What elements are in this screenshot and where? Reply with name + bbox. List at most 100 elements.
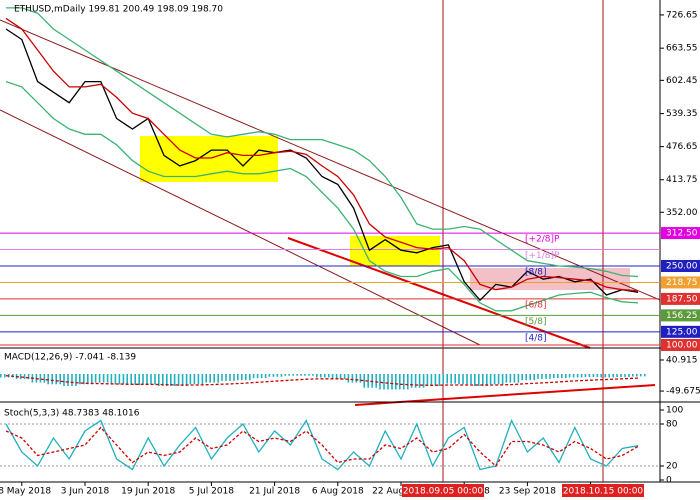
histogram-bar (4, 374, 6, 378)
histogram-bar (442, 374, 444, 384)
histogram-bar (102, 374, 105, 383)
y-tick-label: 602.45 (666, 76, 698, 86)
histogram-bar (466, 374, 468, 385)
level-label: [8/8] (525, 267, 547, 277)
histogram-bar (339, 374, 342, 380)
series-line (5, 28, 639, 302)
histogram-bar (525, 374, 527, 381)
marker-box (402, 484, 484, 497)
histogram-bar (568, 374, 571, 378)
histogram-bar (173, 374, 176, 387)
histogram-bar (229, 374, 231, 381)
histogram-bar (280, 374, 283, 377)
histogram-bar (410, 374, 413, 388)
level-label: [5/8] (525, 317, 547, 327)
series-line (6, 7, 639, 278)
level-value-label: 125.00 (666, 327, 698, 337)
histogram-bar (612, 374, 614, 378)
histogram-bar (158, 374, 160, 387)
histogram-bar (55, 374, 57, 385)
histogram-bar (517, 374, 520, 383)
histogram-bar (39, 374, 42, 383)
histogram-bar (533, 374, 535, 381)
histogram-bar (565, 374, 567, 379)
histogram-bar (43, 374, 46, 383)
histogram-bar (170, 374, 172, 387)
histogram-bar (122, 374, 125, 385)
histogram-bar (150, 374, 152, 385)
histogram-bar (217, 374, 219, 383)
histogram-bar (110, 374, 113, 385)
histogram-bar (351, 374, 354, 383)
histogram-bar (197, 374, 200, 385)
x-tick-label: 6 Aug 2018 (312, 487, 364, 497)
histogram-bar (75, 374, 77, 387)
histogram-bar (426, 374, 429, 387)
histogram-bar (644, 374, 646, 377)
histogram-bar (632, 374, 634, 377)
highlight-zone (470, 268, 630, 290)
histogram-bar (493, 374, 496, 385)
histogram-bar (462, 374, 464, 385)
level-box (661, 259, 700, 272)
histogram-bar (284, 374, 286, 376)
histogram-bar (592, 374, 595, 378)
level-label: [4/8] (525, 333, 547, 343)
histogram-bar (134, 374, 136, 385)
histogram-bar (162, 374, 164, 387)
level-label: [6/8] (525, 300, 547, 310)
level-box (661, 227, 700, 240)
histogram-bar (545, 374, 547, 379)
y-tick-label: 413.75 (666, 175, 698, 185)
histogram-bar (616, 374, 618, 378)
histogram-bar (383, 374, 385, 390)
histogram-bar (67, 374, 69, 387)
histogram-bar (541, 374, 543, 379)
histogram-bar (154, 374, 156, 385)
histogram-bar (19, 374, 22, 380)
y-tick-label: 0 (666, 476, 672, 486)
histogram-bar (241, 374, 243, 381)
level-label: [+1/8]P (525, 251, 560, 261)
histogram-bar (288, 374, 290, 376)
histogram-bar (138, 374, 140, 385)
chart-title: ETHUSD,mDaily 199.81 200.49 198.09 198.7… (14, 5, 223, 15)
level-box (661, 276, 700, 289)
histogram-bar (387, 374, 389, 390)
level-value-label: 218.75 (666, 278, 698, 288)
x-tick-label: 18 May 2018 (0, 487, 51, 497)
histogram-bar (316, 374, 318, 378)
histogram-bar (23, 374, 26, 380)
histogram-bar (588, 374, 591, 378)
level-box (661, 325, 700, 338)
histogram-bar (118, 374, 121, 385)
histogram-bar (450, 374, 452, 384)
x-tick-label: 23 Sep 2018 (499, 487, 556, 497)
histogram-bar (359, 374, 362, 383)
x-tick-label: 21 Jul 2018 (249, 487, 300, 497)
marker-label: 2018.09.05 00:00 (403, 487, 484, 497)
trend-line (287, 237, 591, 349)
histogram-bar (343, 374, 346, 380)
histogram-bar (209, 374, 211, 383)
histogram-bar (414, 374, 417, 388)
histogram-bar (636, 374, 638, 377)
histogram-bar (576, 374, 579, 378)
histogram-bar (59, 374, 61, 385)
panel-title: MACD(12,26,9) -7.041 -8.139 (4, 353, 136, 363)
channel-line (0, 109, 481, 346)
marker-box (562, 484, 644, 497)
histogram-bar (454, 374, 456, 384)
histogram-bar (71, 374, 73, 387)
histogram-bar (580, 374, 583, 378)
histogram-bar (513, 374, 516, 383)
histogram-bar (529, 374, 531, 381)
histogram-bar (94, 374, 97, 383)
histogram-bar (446, 374, 448, 384)
histogram-bar (126, 374, 128, 385)
histogram-bar (91, 374, 93, 385)
histogram-bar (296, 374, 298, 376)
histogram-bar (438, 374, 441, 387)
x-tick-label: 5 Jul 2018 (189, 487, 234, 497)
